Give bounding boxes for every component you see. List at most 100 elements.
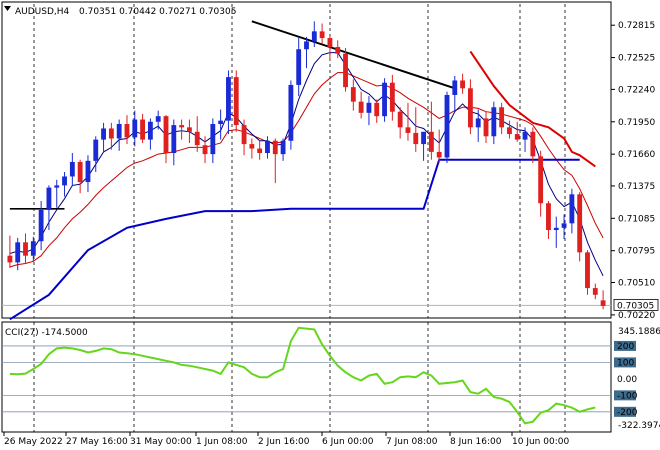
candle — [366, 96, 372, 126]
candle — [272, 138, 278, 184]
time-tick-label: 26 May 2022 — [4, 437, 63, 447]
candle — [15, 237, 21, 271]
candle-body — [327, 38, 333, 47]
candle — [171, 119, 177, 166]
current-price-box — [613, 298, 659, 311]
time-tick-label: 27 May 16:00 — [66, 437, 128, 447]
candle-body — [428, 131, 434, 152]
candle-body — [163, 116, 169, 154]
candle-body — [421, 131, 426, 145]
candle — [561, 214, 567, 239]
candle-body — [374, 102, 380, 117]
price-tick-label: 0.72525 — [618, 54, 655, 64]
candle — [327, 35, 333, 61]
candle — [444, 91, 450, 164]
price-tick-label: 0.70795 — [618, 247, 655, 257]
cci-level-tag — [614, 373, 636, 384]
candle — [335, 40, 341, 59]
candle-body — [592, 288, 598, 295]
candle-body — [69, 161, 75, 177]
candle-body — [413, 132, 419, 145]
cci-label: CCI(27) -174.5000 — [5, 328, 88, 338]
candle-body — [405, 127, 411, 133]
candle-body — [296, 49, 302, 85]
candle — [265, 136, 270, 159]
candle-body — [335, 46, 341, 54]
candle-body — [226, 77, 231, 121]
candle — [389, 74, 395, 121]
candle — [62, 171, 67, 197]
candle — [54, 179, 60, 208]
candle — [304, 36, 309, 69]
candle-body — [514, 134, 520, 140]
candle — [46, 185, 52, 231]
candle-body — [77, 161, 83, 183]
candle — [421, 131, 426, 161]
candle-body — [304, 41, 309, 50]
candle-body — [546, 203, 551, 231]
candle — [483, 111, 489, 143]
candle — [101, 122, 106, 152]
cci-level-tag — [614, 357, 636, 368]
candle — [23, 233, 28, 264]
candle — [38, 201, 44, 251]
ma-slow-blue-line — [9, 158, 580, 321]
cci-level-label: -100 — [617, 391, 638, 401]
candle-body — [202, 145, 208, 155]
price-tick-label: 0.72815 — [618, 21, 655, 31]
candle — [374, 99, 380, 123]
candle — [69, 153, 75, 187]
candle — [569, 188, 575, 234]
candle — [460, 73, 466, 94]
time-tick-label: 31 May 00:00 — [130, 437, 192, 447]
price-pane-frame — [1, 1, 612, 319]
candle — [210, 118, 216, 164]
price-tick-label: 0.70220 — [618, 311, 655, 321]
candle-body — [288, 84, 294, 141]
candle-body — [257, 148, 263, 154]
candle-body — [233, 77, 239, 126]
cci-level-label: -200 — [617, 408, 638, 418]
candle — [155, 110, 161, 130]
candle-body — [147, 121, 153, 140]
ohlc-label: 0.70351 0.70442 0.70271 0.70305 — [79, 7, 236, 17]
dropdown-triangle-icon[interactable] — [4, 6, 11, 11]
candle — [218, 109, 224, 140]
candle-body — [23, 242, 28, 256]
candle-body — [187, 127, 192, 132]
candle — [358, 91, 364, 119]
candle-body — [140, 119, 146, 140]
candle — [577, 192, 583, 262]
candle-body — [553, 227, 559, 231]
time-axis: 26 May 2022 27 May 16:00 31 May 00:00 1 Jun… — [3, 432, 569, 447]
candle-body — [249, 144, 255, 149]
cci-pane: 200 100 0.00 -100 -200 345.1886 -322.3974 — [1, 321, 660, 433]
candle — [522, 127, 528, 152]
candle — [382, 78, 387, 122]
candle — [514, 121, 520, 142]
cci-axis-bottom-label: -322.3974 — [618, 421, 660, 431]
price-tick-label: 0.70510 — [618, 279, 655, 289]
candle-body — [358, 101, 364, 113]
candle — [124, 115, 130, 145]
candle-body — [585, 252, 590, 289]
price-tick-label: 0.71660 — [618, 150, 655, 160]
candle-body — [561, 223, 567, 228]
candle-body — [436, 151, 442, 158]
candle-body — [569, 194, 575, 224]
candle — [233, 70, 239, 132]
candle-body — [389, 82, 395, 112]
candle-body — [499, 107, 505, 128]
candle — [147, 118, 153, 150]
price-pane — [1, 1, 612, 321]
candle — [202, 136, 208, 164]
time-tick-label: 1 Jun 08:00 — [196, 437, 248, 447]
candle-body — [280, 140, 286, 155]
cci-level-label: 200 — [617, 342, 634, 352]
candle-body — [577, 194, 583, 253]
candle-body — [171, 125, 177, 154]
candle — [428, 101, 434, 160]
candle-body — [46, 187, 52, 210]
candle-body — [101, 128, 106, 140]
